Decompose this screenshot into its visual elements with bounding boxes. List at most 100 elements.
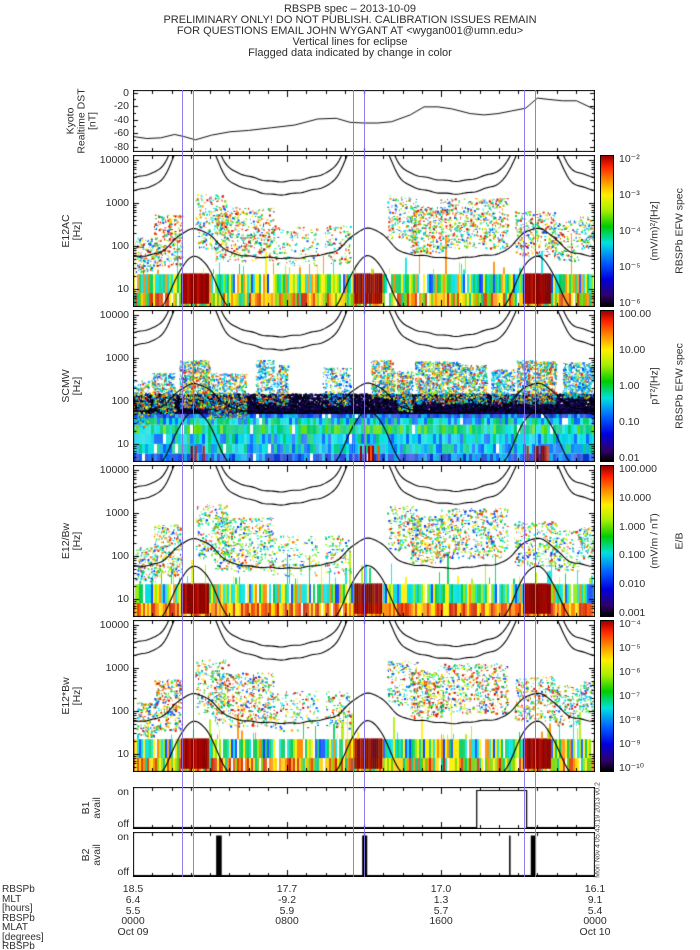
colorbar-tick-label: 10⁻⁸ bbox=[619, 714, 641, 726]
xaxis-value: 1.3 bbox=[433, 893, 449, 906]
colorbar-tick-label: 10.000 bbox=[619, 491, 652, 504]
eclipse-line bbox=[181, 90, 183, 877]
freq-ytick-label: 100 bbox=[111, 239, 129, 252]
dst-ytick-label: -60 bbox=[113, 127, 129, 140]
colorbar-tick-label: 100.000 bbox=[619, 463, 657, 475]
xaxis-value: 9.1 bbox=[587, 893, 603, 906]
b1-ylabel: B1 avail bbox=[80, 797, 103, 819]
freq-ytick-label: 10 bbox=[117, 592, 129, 605]
xaxis-left-stack-label: RBSPb bbox=[2, 912, 35, 924]
eclipse-line bbox=[352, 90, 354, 877]
freq-ytick-label: 1000 bbox=[105, 506, 129, 519]
freq-ytick-label: 1000 bbox=[105, 661, 129, 674]
colorbar-tick-label: 10⁻⁷ bbox=[619, 690, 641, 702]
colorbar bbox=[600, 310, 614, 462]
xaxis-time-label: 1600 bbox=[429, 915, 453, 928]
colorbar bbox=[600, 155, 614, 307]
eclipse-line bbox=[364, 90, 365, 877]
freq-ytick-label: 10000 bbox=[99, 308, 129, 321]
freq-ytick-label: 10 bbox=[117, 282, 129, 295]
colorbar-tick-label: 10⁻⁵ bbox=[619, 642, 641, 654]
colorbar-tick-label: 10.00 bbox=[619, 344, 646, 356]
dst-ylabel: Kyoto Realtime DST [nT] bbox=[64, 88, 99, 154]
xaxis-date-label: Oct 10 bbox=[579, 926, 611, 939]
colorbar-tick-label: 0.10 bbox=[619, 416, 640, 428]
colorbar-tick-label: 0.010 bbox=[619, 578, 646, 591]
colorbar-unit-label: E/B bbox=[673, 532, 686, 550]
colorbar-unit-label: (mV/m / nT) bbox=[648, 513, 661, 569]
colorbar-tick-label: 0.01 bbox=[619, 452, 640, 464]
freq-ytick-label: 10000 bbox=[99, 618, 129, 631]
colorbar-tick-label: 10⁻⁴ bbox=[619, 618, 641, 630]
xaxis-value: 5.7 bbox=[433, 904, 449, 917]
figure-header: RBSPB spec – 2013-10-09 PRELIMINARY ONLY… bbox=[0, 4, 700, 59]
b2-on-label: on bbox=[117, 831, 129, 843]
colorbar-unit-label: RBSPb EFW spec bbox=[673, 343, 686, 429]
E12Bw-ylabel: E12*Bw [Hz] bbox=[60, 677, 83, 715]
freq-ytick-label: 10 bbox=[117, 747, 129, 760]
xaxis-left-stack-label: RBSPb bbox=[2, 941, 35, 950]
freq-ytick-label: 10000 bbox=[99, 463, 129, 476]
figure-title: RBSPB spec – 2013-10-09 bbox=[283, 3, 417, 15]
b1-off-label: off bbox=[117, 818, 129, 830]
xaxis-left-stack-label: [degrees] bbox=[2, 931, 44, 943]
SCMW-ylabel: SCMW [Hz] bbox=[60, 369, 83, 403]
freq-ytick-label: 1000 bbox=[105, 351, 129, 364]
colorbar-tick-label: 1.000 bbox=[619, 520, 646, 533]
xaxis-value: 18.5 bbox=[122, 883, 144, 895]
freq-ytick-label: 100 bbox=[111, 704, 129, 717]
xaxis-left-stack-label: MLT bbox=[2, 893, 22, 905]
colorbar-tick-label: 10⁻³ bbox=[619, 189, 640, 201]
xaxis-value: 17.7 bbox=[276, 883, 298, 895]
figure-note-flagged: Flagged data indicated by change in colo… bbox=[248, 47, 452, 59]
colorbar-unit-label: (mV/m)²/[Hz] bbox=[648, 201, 661, 261]
freq-ytick-label: 10000 bbox=[99, 153, 129, 166]
xaxis-date-label: Oct 09 bbox=[117, 926, 149, 939]
figure-contact-line: FOR QUESTIONS EMAIL JOHN WYGANT AT <wyga… bbox=[176, 25, 524, 37]
xaxis-value: 5.5 bbox=[125, 904, 141, 917]
colorbar-tick-label: 10⁻² bbox=[619, 153, 640, 165]
xaxis-time-label: 0000 bbox=[121, 915, 145, 928]
xaxis-left-stack-label: RBSPb bbox=[2, 884, 35, 895]
colorbar-tick-label: 10⁻⁵ bbox=[619, 261, 641, 273]
xaxis-left-stack-label: [hours] bbox=[2, 903, 33, 914]
colorbar-tick-label: 0.001 bbox=[619, 607, 646, 619]
creation-timestamp-watermark: Mon Nov 4 05:43:19 2013 v0.2 bbox=[594, 782, 602, 878]
xaxis-value: 16.1 bbox=[584, 883, 606, 895]
xaxis-left-stack-label: MLAT bbox=[2, 922, 28, 933]
dst-ytick-label: 0 bbox=[123, 86, 129, 99]
colorbar-tick-label: 10⁻⁶ bbox=[619, 297, 641, 309]
xaxis-value: -9.2 bbox=[277, 893, 297, 906]
colorbar-unit-label: pT²/[Hz] bbox=[648, 367, 661, 405]
xaxis-value: 17.0 bbox=[430, 883, 452, 895]
eclipse-line bbox=[193, 90, 195, 877]
eclipse-line bbox=[523, 90, 525, 877]
freq-ytick-label: 100 bbox=[111, 549, 129, 562]
E12AC-ylabel: E12AC [Hz] bbox=[60, 214, 83, 248]
xaxis-time-label: 0800 bbox=[275, 915, 299, 928]
dst-ytick-label: -80 bbox=[113, 140, 129, 153]
colorbar-unit-label: RBSPb EFW spec bbox=[673, 188, 686, 274]
figure-note-eclipse: Vertical lines for eclipse bbox=[292, 36, 408, 48]
b1-on-label: on bbox=[117, 786, 129, 798]
colorbar bbox=[600, 620, 614, 772]
colorbar-tick-label: 10⁻⁹ bbox=[619, 738, 641, 750]
freq-ytick-label: 10 bbox=[117, 437, 129, 450]
colorbar-tick-label: 10⁻⁴ bbox=[619, 225, 641, 237]
eclipse-line bbox=[534, 90, 536, 877]
freq-ytick-label: 100 bbox=[111, 394, 129, 407]
colorbar-tick-label: 10⁻¹⁰ bbox=[619, 762, 644, 774]
freq-ytick-label: 1000 bbox=[105, 196, 129, 209]
xaxis-value: 6.4 bbox=[125, 893, 141, 906]
colorbar-tick-label: 1.00 bbox=[619, 380, 640, 392]
colorbar-tick-label: 10⁻⁶ bbox=[619, 666, 641, 678]
colorbar bbox=[600, 465, 614, 617]
xaxis-value: 5.4 bbox=[587, 904, 603, 917]
colorbar-tick-label: 100.00 bbox=[619, 308, 652, 320]
xaxis-time-label: 0000 bbox=[583, 915, 607, 928]
colorbar-tick-label: 0.100 bbox=[619, 549, 646, 562]
b2-off-label: off bbox=[117, 866, 129, 878]
xaxis-value: 5.9 bbox=[279, 904, 295, 917]
figure-warning-line: PRELIMINARY ONLY! DO NOT PUBLISH. CALIBR… bbox=[163, 14, 537, 26]
